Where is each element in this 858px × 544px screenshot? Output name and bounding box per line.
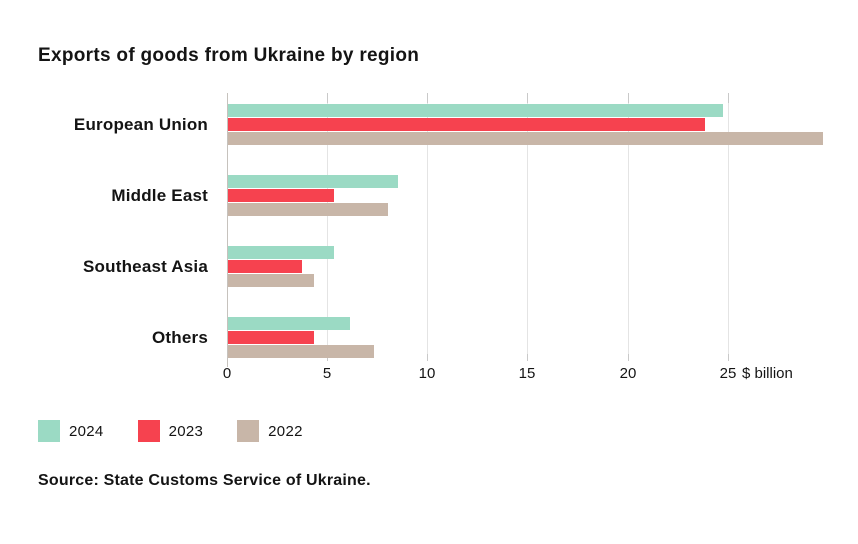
bar bbox=[228, 203, 388, 216]
axis-line bbox=[227, 93, 228, 367]
legend-item: 2024 bbox=[38, 420, 104, 442]
tick-mark bbox=[728, 354, 729, 361]
tick-mark bbox=[728, 93, 729, 103]
gridline bbox=[327, 93, 328, 360]
legend-swatch bbox=[237, 420, 260, 442]
tick-mark bbox=[427, 93, 428, 103]
gridline bbox=[527, 93, 528, 360]
category-label: Others bbox=[152, 328, 208, 347]
legend-swatch bbox=[38, 420, 60, 442]
bar-group bbox=[228, 246, 334, 288]
bar bbox=[228, 260, 302, 273]
x-axis-unit-label: $ billion bbox=[742, 365, 793, 382]
legend-label: 2023 bbox=[168, 422, 204, 440]
category-label: Southeast Asia bbox=[83, 257, 208, 276]
legend: 2024 2023 2022 bbox=[38, 420, 303, 442]
plot-area: 0 5 10 15 20 25 $ billion bbox=[223, 93, 858, 382]
legend-label: 2022 bbox=[268, 422, 303, 440]
bar bbox=[228, 317, 350, 330]
bar-group bbox=[228, 104, 823, 146]
tick-mark bbox=[628, 354, 629, 361]
bar bbox=[228, 118, 705, 131]
bar bbox=[228, 189, 334, 202]
tick-mark bbox=[427, 354, 428, 361]
x-tick-label: 25 bbox=[719, 365, 737, 382]
tick-mark bbox=[527, 93, 528, 103]
bar bbox=[228, 274, 314, 287]
chart-title: Exports of goods from Ukraine by region bbox=[38, 45, 420, 66]
bar bbox=[228, 175, 398, 188]
category-label: European Union bbox=[73, 115, 208, 134]
x-tick-label: 0 bbox=[222, 365, 232, 382]
legend-item: 2022 bbox=[237, 420, 303, 442]
bar bbox=[228, 132, 823, 145]
tick-mark bbox=[527, 354, 528, 361]
gridline bbox=[728, 93, 729, 360]
x-tick-label: 20 bbox=[619, 365, 637, 382]
tick-mark bbox=[327, 93, 328, 103]
legend-label: 2024 bbox=[69, 422, 104, 440]
x-tick-label: 15 bbox=[518, 365, 536, 382]
bar bbox=[228, 104, 723, 117]
bar bbox=[228, 345, 374, 358]
gridline bbox=[427, 93, 428, 360]
category-label: Middle East bbox=[111, 186, 208, 205]
source-note: Source: State Customs Service of Ukraine… bbox=[38, 472, 371, 489]
bar-group bbox=[228, 175, 398, 217]
x-tick-label: 5 bbox=[322, 365, 332, 382]
bar-group bbox=[228, 317, 374, 359]
bar bbox=[228, 331, 314, 344]
legend-swatch bbox=[137, 420, 160, 442]
bar bbox=[228, 246, 334, 259]
gridline bbox=[628, 93, 629, 360]
x-tick-label: 10 bbox=[418, 365, 436, 382]
tick-mark bbox=[628, 93, 629, 103]
legend-item: 2023 bbox=[137, 420, 204, 442]
